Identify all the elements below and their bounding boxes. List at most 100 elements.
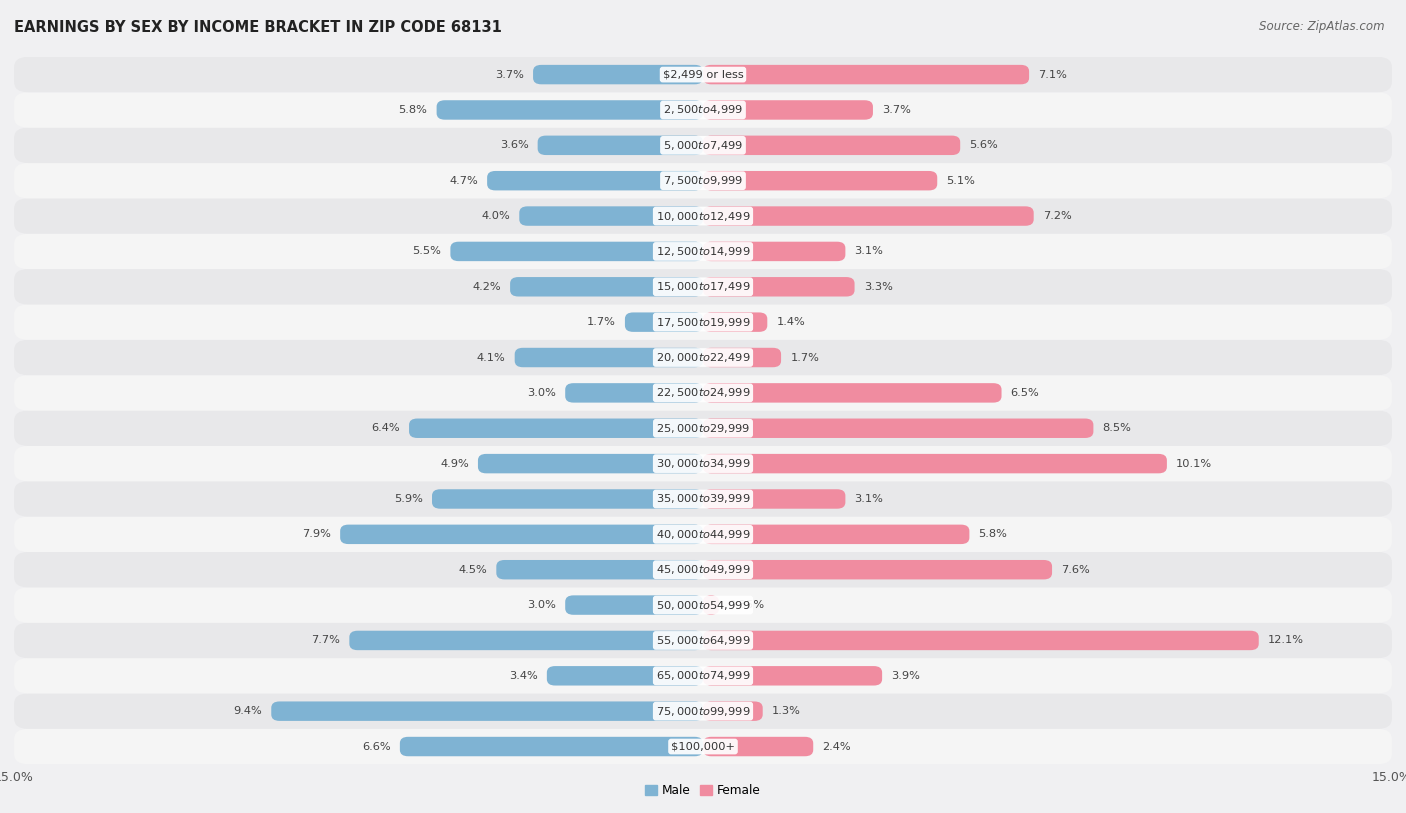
Text: 4.0%: 4.0% — [481, 211, 510, 221]
Text: 5.5%: 5.5% — [412, 246, 441, 256]
Text: 12.1%: 12.1% — [1268, 636, 1303, 646]
FancyBboxPatch shape — [703, 595, 718, 615]
FancyBboxPatch shape — [486, 171, 703, 190]
FancyBboxPatch shape — [703, 241, 845, 261]
Text: 3.7%: 3.7% — [495, 70, 524, 80]
FancyBboxPatch shape — [565, 383, 703, 402]
Text: $15,000 to $17,499: $15,000 to $17,499 — [655, 280, 751, 293]
Text: 6.6%: 6.6% — [363, 741, 391, 751]
Text: $50,000 to $54,999: $50,000 to $54,999 — [655, 598, 751, 611]
FancyBboxPatch shape — [432, 489, 703, 509]
FancyBboxPatch shape — [703, 489, 845, 509]
Text: 1.7%: 1.7% — [586, 317, 616, 327]
Text: 5.6%: 5.6% — [969, 141, 998, 150]
Text: 6.4%: 6.4% — [371, 424, 399, 433]
Legend: Male, Female: Male, Female — [645, 784, 761, 797]
Text: 7.1%: 7.1% — [1038, 70, 1067, 80]
FancyBboxPatch shape — [14, 587, 1392, 623]
Text: 7.9%: 7.9% — [302, 529, 330, 539]
Text: 3.3%: 3.3% — [863, 282, 893, 292]
Text: $5,000 to $7,499: $5,000 to $7,499 — [664, 139, 742, 152]
FancyBboxPatch shape — [496, 560, 703, 580]
Text: 3.7%: 3.7% — [882, 105, 911, 115]
FancyBboxPatch shape — [271, 702, 703, 721]
Text: 1.7%: 1.7% — [790, 353, 820, 363]
Text: 6.5%: 6.5% — [1011, 388, 1039, 398]
Text: Source: ZipAtlas.com: Source: ZipAtlas.com — [1260, 20, 1385, 33]
Text: $40,000 to $44,999: $40,000 to $44,999 — [655, 528, 751, 541]
Text: $75,000 to $99,999: $75,000 to $99,999 — [655, 705, 751, 718]
FancyBboxPatch shape — [437, 100, 703, 120]
Text: $100,000+: $100,000+ — [671, 741, 735, 751]
FancyBboxPatch shape — [14, 623, 1392, 659]
FancyBboxPatch shape — [703, 171, 938, 190]
FancyBboxPatch shape — [565, 595, 703, 615]
Text: $12,500 to $14,999: $12,500 to $14,999 — [655, 245, 751, 258]
FancyBboxPatch shape — [349, 631, 703, 650]
FancyBboxPatch shape — [478, 454, 703, 473]
FancyBboxPatch shape — [703, 136, 960, 155]
FancyBboxPatch shape — [703, 65, 1029, 85]
FancyBboxPatch shape — [14, 234, 1392, 269]
Text: 9.4%: 9.4% — [233, 706, 262, 716]
FancyBboxPatch shape — [703, 737, 813, 756]
Text: $17,500 to $19,999: $17,500 to $19,999 — [655, 315, 751, 328]
FancyBboxPatch shape — [624, 312, 703, 332]
Text: 3.0%: 3.0% — [527, 600, 555, 610]
FancyBboxPatch shape — [14, 517, 1392, 552]
FancyBboxPatch shape — [14, 92, 1392, 128]
Text: 3.0%: 3.0% — [527, 388, 555, 398]
Text: 3.9%: 3.9% — [891, 671, 920, 680]
FancyBboxPatch shape — [547, 666, 703, 685]
FancyBboxPatch shape — [703, 524, 969, 544]
FancyBboxPatch shape — [14, 446, 1392, 481]
FancyBboxPatch shape — [14, 198, 1392, 234]
Text: $55,000 to $64,999: $55,000 to $64,999 — [655, 634, 751, 647]
Text: 4.5%: 4.5% — [458, 565, 486, 575]
Text: $45,000 to $49,999: $45,000 to $49,999 — [655, 563, 751, 576]
FancyBboxPatch shape — [14, 375, 1392, 411]
FancyBboxPatch shape — [14, 659, 1392, 693]
FancyBboxPatch shape — [537, 136, 703, 155]
FancyBboxPatch shape — [519, 207, 703, 226]
Text: $7,500 to $9,999: $7,500 to $9,999 — [664, 174, 742, 187]
FancyBboxPatch shape — [14, 304, 1392, 340]
FancyBboxPatch shape — [703, 277, 855, 297]
FancyBboxPatch shape — [14, 269, 1392, 304]
FancyBboxPatch shape — [703, 666, 882, 685]
FancyBboxPatch shape — [703, 100, 873, 120]
Text: 2.4%: 2.4% — [823, 741, 851, 751]
Text: 4.2%: 4.2% — [472, 282, 501, 292]
FancyBboxPatch shape — [14, 481, 1392, 517]
Text: $25,000 to $29,999: $25,000 to $29,999 — [655, 422, 751, 435]
FancyBboxPatch shape — [703, 207, 1033, 226]
FancyBboxPatch shape — [14, 57, 1392, 92]
FancyBboxPatch shape — [14, 128, 1392, 163]
FancyBboxPatch shape — [703, 454, 1167, 473]
FancyBboxPatch shape — [703, 348, 782, 367]
Text: 1.3%: 1.3% — [772, 706, 801, 716]
FancyBboxPatch shape — [510, 277, 703, 297]
FancyBboxPatch shape — [14, 340, 1392, 375]
Text: EARNINGS BY SEX BY INCOME BRACKET IN ZIP CODE 68131: EARNINGS BY SEX BY INCOME BRACKET IN ZIP… — [14, 20, 502, 35]
Text: 7.7%: 7.7% — [311, 636, 340, 646]
Text: 3.6%: 3.6% — [499, 141, 529, 150]
FancyBboxPatch shape — [703, 419, 1094, 438]
FancyBboxPatch shape — [703, 702, 762, 721]
Text: 5.8%: 5.8% — [398, 105, 427, 115]
FancyBboxPatch shape — [515, 348, 703, 367]
Text: 8.5%: 8.5% — [1102, 424, 1132, 433]
Text: $20,000 to $22,499: $20,000 to $22,499 — [655, 351, 751, 364]
Text: $2,500 to $4,999: $2,500 to $4,999 — [664, 103, 742, 116]
FancyBboxPatch shape — [703, 383, 1001, 402]
Text: $10,000 to $12,499: $10,000 to $12,499 — [655, 210, 751, 223]
FancyBboxPatch shape — [340, 524, 703, 544]
Text: $65,000 to $74,999: $65,000 to $74,999 — [655, 669, 751, 682]
Text: 1.4%: 1.4% — [776, 317, 806, 327]
FancyBboxPatch shape — [409, 419, 703, 438]
FancyBboxPatch shape — [533, 65, 703, 85]
Text: $35,000 to $39,999: $35,000 to $39,999 — [655, 493, 751, 506]
Text: $22,500 to $24,999: $22,500 to $24,999 — [655, 386, 751, 399]
Text: 3.1%: 3.1% — [855, 494, 883, 504]
FancyBboxPatch shape — [14, 693, 1392, 729]
